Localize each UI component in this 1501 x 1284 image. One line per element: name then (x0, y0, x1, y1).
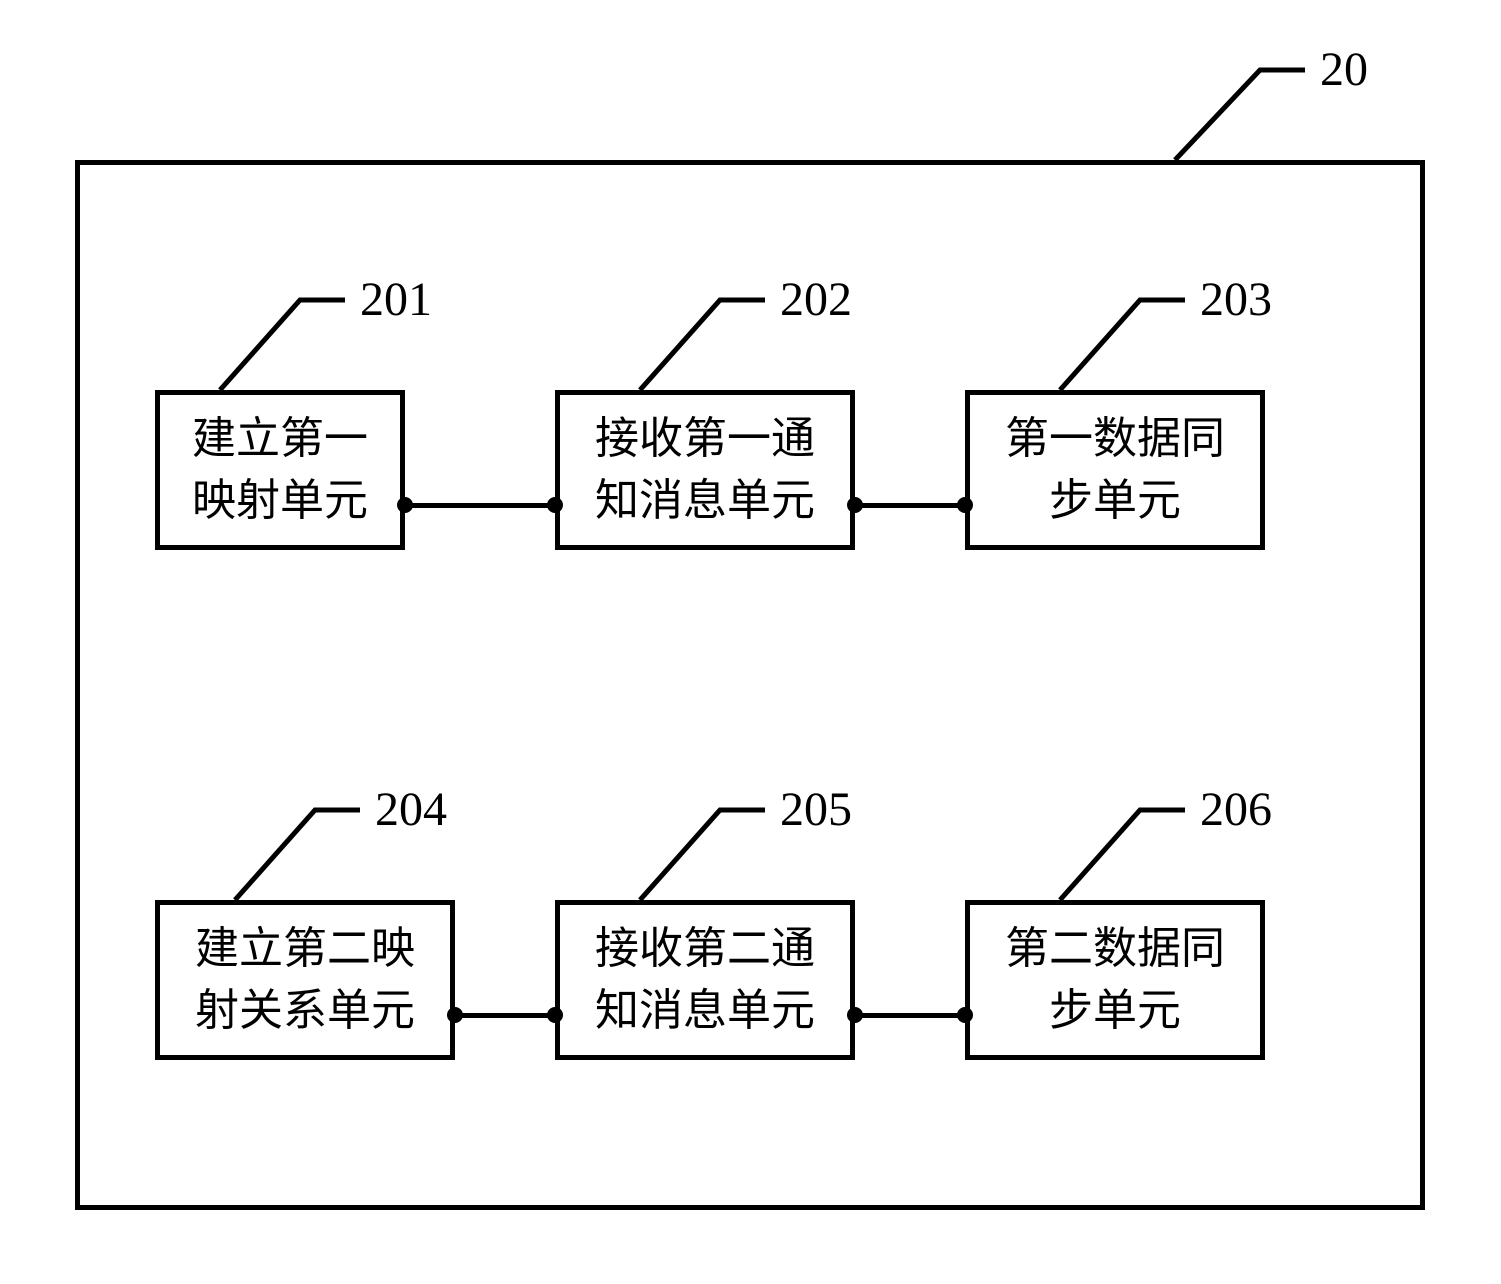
box-205-line1: 接收第二通 (595, 924, 815, 973)
box-202-line1: 接收第一通 (595, 414, 815, 463)
box-205-text: 接收第二通 知消息单元 (595, 918, 815, 1041)
box-201-line2: 映射单元 (192, 476, 368, 525)
dot-204-right (447, 1007, 463, 1023)
dot-205-left (547, 1007, 563, 1023)
box-201-text: 建立第一 映射单元 (192, 408, 368, 531)
connector-201-202 (405, 503, 555, 508)
box-201: 建立第一 映射单元 (155, 390, 405, 550)
box-201-line1: 建立第一 (192, 414, 368, 463)
box-202-text: 接收第一通 知消息单元 (595, 408, 815, 531)
box-203: 第一数据同 步单元 (965, 390, 1265, 550)
label-206: 206 (1200, 782, 1272, 837)
box-203-line2: 步单元 (1049, 476, 1181, 525)
box-204: 建立第二映 射关系单元 (155, 900, 455, 1060)
box-203-line1: 第一数据同 (1005, 414, 1225, 463)
box-204-text: 建立第二映 射关系单元 (195, 918, 415, 1041)
label-203: 203 (1200, 272, 1272, 327)
box-204-line1: 建立第二映 (195, 924, 415, 973)
box-206-line1: 第二数据同 (1005, 924, 1225, 973)
dot-201-right (397, 497, 413, 513)
label-205: 205 (780, 782, 852, 837)
dot-202-right (847, 497, 863, 513)
label-201: 201 (360, 272, 432, 327)
label-202: 202 (780, 272, 852, 327)
dot-206-left (957, 1007, 973, 1023)
box-205: 接收第二通 知消息单元 (555, 900, 855, 1060)
box-202: 接收第一通 知消息单元 (555, 390, 855, 550)
box-202-line2: 知消息单元 (595, 476, 815, 525)
box-206-line2: 步单元 (1049, 986, 1181, 1035)
connector-204-205 (455, 1013, 555, 1018)
dot-203-left (957, 497, 973, 513)
connector-205-206 (855, 1013, 965, 1018)
dot-205-right (847, 1007, 863, 1023)
connector-202-203 (855, 503, 965, 508)
box-203-text: 第一数据同 步单元 (1005, 408, 1225, 531)
box-206-text: 第二数据同 步单元 (1005, 918, 1225, 1041)
box-204-line2: 射关系单元 (195, 986, 415, 1035)
label-204: 204 (375, 782, 447, 837)
box-206: 第二数据同 步单元 (965, 900, 1265, 1060)
dot-202-left (547, 497, 563, 513)
box-205-line2: 知消息单元 (595, 986, 815, 1035)
outer-label: 20 (1320, 42, 1368, 97)
